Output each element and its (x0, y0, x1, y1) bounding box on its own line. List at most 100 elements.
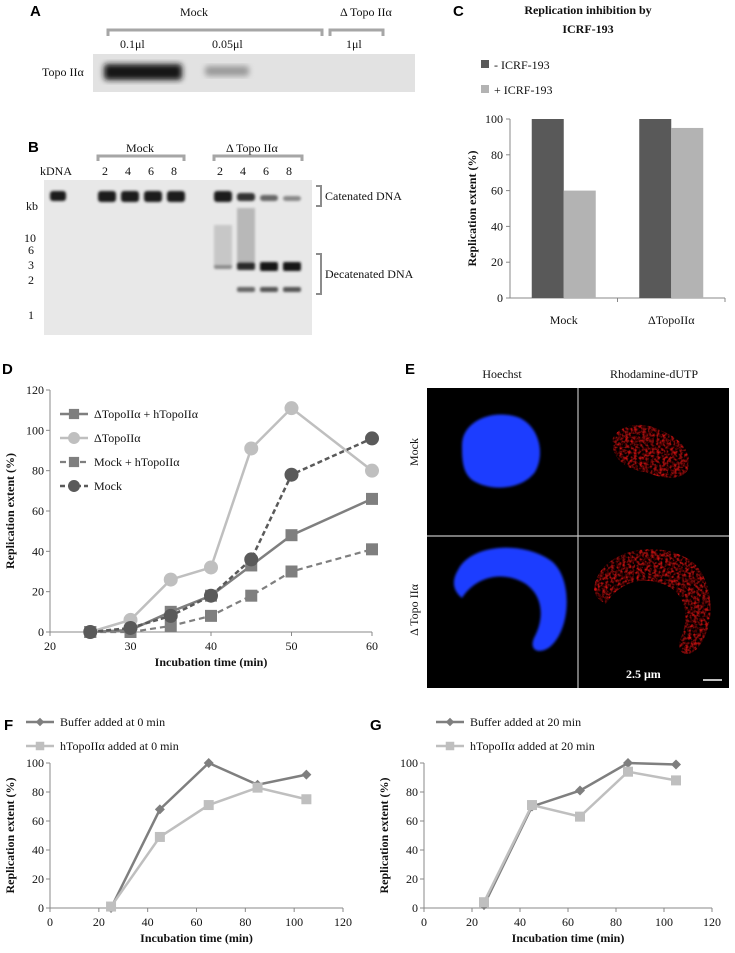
data-point (245, 589, 258, 602)
panel-label-d: D (2, 361, 13, 378)
data-point (68, 408, 80, 420)
data-point (203, 758, 214, 768)
data-point (163, 608, 178, 623)
b-lane-label: 8 (286, 164, 292, 178)
catenated-bracket (316, 185, 322, 207)
e-row-delta: Δ Topo IIα (407, 583, 421, 636)
data-point (575, 785, 585, 796)
data-point (35, 741, 45, 751)
legend-swatch (481, 85, 489, 93)
data-point (479, 897, 489, 908)
a-delta-bracket (328, 28, 385, 36)
y-axis-label: Replication extent (%) (377, 778, 391, 894)
data-point (366, 543, 378, 556)
legend-label: Buffer added at 0 min (60, 715, 165, 729)
y-tick-label: 0 (412, 901, 418, 915)
data-point (203, 800, 214, 811)
x-tick-label: 40 (205, 639, 217, 653)
x-tick-label: 120 (703, 915, 721, 929)
panel-label-a: A (30, 3, 41, 20)
x-tick-label: 20 (44, 639, 56, 653)
data-point (35, 717, 45, 727)
data-point (204, 588, 218, 603)
panel-label-g: G (370, 717, 382, 734)
legend-label: hTopoIIα added at 20 min (470, 739, 595, 753)
a-lane-label: 0.05μl (212, 37, 243, 51)
y-tick-label: 100 (26, 423, 44, 437)
b-lane-label: 4 (125, 164, 131, 178)
series-line (109, 761, 307, 909)
b-marker-label: 1 (28, 308, 34, 322)
b-marker-label: 6 (28, 243, 34, 257)
y-axis-label: Replication extent (%) (3, 778, 17, 894)
data-point (671, 759, 681, 770)
y-axis-label: Replication extent (%) (3, 453, 17, 569)
data-point (365, 463, 379, 478)
b-lane-label: 6 (263, 164, 269, 178)
b-kb-label: kb (26, 199, 38, 213)
data-point (123, 620, 138, 635)
data-point (163, 572, 178, 587)
legend-label: Mock (94, 479, 122, 493)
bar (563, 190, 596, 298)
data-point (164, 619, 177, 632)
y-tick-label: 60 (491, 184, 503, 198)
b-decatenated-label: Decatenated DNA (325, 267, 414, 281)
x-axis-label: Incubation time (min) (512, 931, 625, 945)
data-point (68, 456, 80, 468)
nucleus-hoechst-mock (462, 414, 540, 488)
x-tick-label: 20 (466, 915, 478, 929)
y-tick-label: 20 (32, 585, 44, 599)
gel (44, 180, 312, 335)
catenated-bands (50, 191, 301, 202)
bar (531, 119, 564, 298)
data-point (365, 431, 379, 446)
nucleus-hoechst-delta (453, 547, 567, 651)
panel-label-b: B (28, 139, 39, 156)
b-marker-label: 2 (28, 273, 34, 287)
b-lane-label: 2 (102, 164, 108, 178)
y-tick-label: 80 (491, 148, 503, 162)
data-point (205, 609, 217, 622)
a-mock-bracket (106, 28, 324, 36)
c-title-line-1: Replication inhibition by (524, 3, 651, 17)
data-point (154, 831, 165, 842)
y-tick-label: 0 (38, 901, 44, 915)
x-tick-label: 50 (286, 639, 298, 653)
x-tick-label: 30 (125, 639, 137, 653)
data-point (301, 769, 312, 780)
nucleus-rhodamine-delta (594, 549, 711, 655)
legend-swatch (481, 60, 489, 68)
bar (639, 119, 672, 298)
y-tick-label: 60 (32, 814, 44, 828)
c-title-line-2: ICRF-193 (562, 22, 613, 36)
x-tick-label: 100 (655, 915, 673, 929)
x-tick-label: 80 (239, 915, 251, 929)
x-tick-label: 40 (142, 915, 154, 929)
y-tick-label: 40 (32, 843, 44, 857)
y-tick-label: 0 (38, 625, 44, 639)
data-point (252, 782, 263, 793)
y-tick-label: 40 (32, 544, 44, 558)
y-tick-label: 120 (26, 383, 44, 397)
x-tick-label: 80 (610, 915, 622, 929)
panel-g: G 0 20 40 60 80 100 0 20 40 60 80 100 120 Incubation … (370, 715, 721, 945)
y-tick-label: 60 (32, 504, 44, 518)
data-point (244, 552, 259, 567)
x-tick-label: 60 (366, 639, 378, 653)
y-tick-label: 80 (32, 464, 44, 478)
chart-c: - ICRF-193 + ICRF-193 0 20 40 60 80 100 Replicat… (465, 58, 726, 327)
decatenated-bands (214, 208, 301, 292)
b-catenated-label: Catenated DNA (325, 189, 402, 203)
series-line (90, 497, 373, 634)
legend-label: hTopoIIα added at 0 min (60, 739, 179, 753)
b-lane-label: 6 (148, 164, 154, 178)
data-point (285, 529, 298, 542)
x-tick-label: 120 (334, 915, 352, 929)
nucleus-rhodamine-mock (612, 424, 690, 478)
data-point (671, 775, 681, 786)
data-point (284, 401, 299, 416)
